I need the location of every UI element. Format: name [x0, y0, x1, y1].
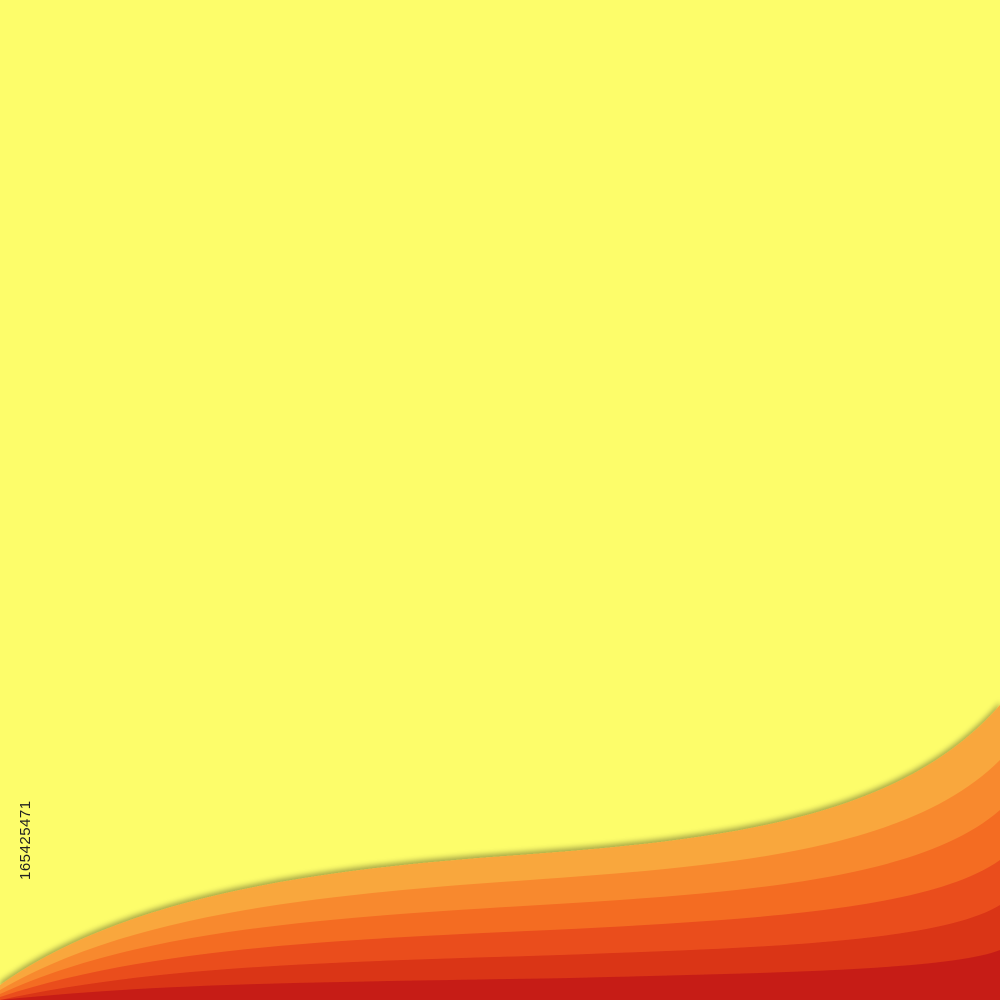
watermark-id: 165425471 [17, 800, 34, 880]
waves [0, 705, 1000, 1000]
wave [0, 950, 1000, 1000]
